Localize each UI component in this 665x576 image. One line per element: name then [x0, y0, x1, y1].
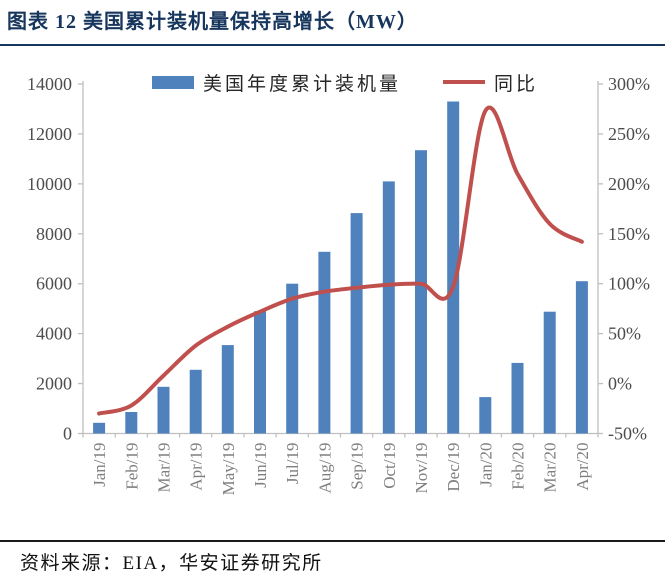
left-axis-label: 6000 — [36, 274, 72, 294]
bar — [93, 422, 106, 434]
left-axis-label: 2000 — [36, 374, 72, 394]
bar — [575, 281, 588, 434]
left-axis-label: 8000 — [36, 224, 72, 244]
x-axis-label: Apr/20 — [573, 443, 592, 491]
left-axis-label: 4000 — [36, 324, 72, 344]
legend-bar-swatch-icon — [152, 75, 194, 89]
bar — [254, 311, 266, 434]
left-axis-label: 10000 — [27, 174, 72, 194]
bar — [125, 412, 138, 434]
legend-line-label: 同比 — [494, 73, 539, 95]
right-axis-label: 50% — [608, 324, 641, 344]
bar — [286, 283, 299, 434]
x-axis-label: Jul/19 — [283, 443, 302, 485]
x-axis-label: Dec/19 — [444, 443, 463, 492]
x-axis-label: Jan/20 — [476, 443, 495, 487]
right-axis-label: 200% — [608, 174, 650, 194]
legend-line-swatch-icon — [443, 80, 486, 84]
x-axis-label: Apr/19 — [187, 443, 206, 491]
bar — [543, 311, 556, 434]
bar — [415, 150, 427, 434]
x-axis-label: May/19 — [219, 443, 238, 496]
x-axis-label: Mar/20 — [541, 443, 560, 493]
left-axis-label: 0 — [63, 424, 72, 444]
x-axis-label: Nov/19 — [412, 443, 431, 494]
x-axis-label: Feb/19 — [122, 443, 141, 490]
right-axis-label: 100% — [608, 274, 650, 294]
title-rule — [0, 44, 665, 46]
right-axis-label: 300% — [608, 74, 650, 94]
bar — [447, 101, 460, 434]
page-title: 图表 12 美国累计装机量保持高增长（MW） — [7, 11, 418, 33]
right-axis-label: -50% — [608, 424, 647, 444]
x-axis-label: Oct/19 — [380, 443, 399, 489]
x-axis-label: Feb/20 — [509, 443, 528, 490]
right-axis-label: 150% — [608, 224, 650, 244]
left-axis-label: 14000 — [27, 74, 72, 94]
bar — [157, 386, 170, 434]
footer-rule — [0, 540, 665, 542]
x-axis-label: Jun/19 — [251, 443, 270, 488]
bar — [221, 345, 234, 434]
right-axis-label: 0% — [608, 374, 632, 394]
bar — [511, 362, 524, 434]
bar — [382, 181, 395, 434]
bar — [479, 397, 492, 434]
x-axis-label: Sep/19 — [348, 443, 367, 490]
source-note: 资料来源：EIA，华安证券研究所 — [20, 553, 323, 574]
x-axis-label: Mar/19 — [155, 443, 174, 493]
left-axis-label: 12000 — [27, 124, 72, 144]
legend-bar-label: 美国年度累计装机量 — [203, 73, 402, 95]
yoy-line — [97, 105, 584, 416]
bar — [189, 369, 202, 434]
bar — [318, 251, 331, 434]
right-axis-label: 250% — [608, 124, 650, 144]
x-axis-label: Aug/19 — [315, 443, 334, 494]
chart-legend: 美国年度累计装机量 同比 — [152, 71, 539, 95]
x-axis-label: Jan/19 — [90, 443, 109, 487]
bar — [350, 213, 363, 434]
